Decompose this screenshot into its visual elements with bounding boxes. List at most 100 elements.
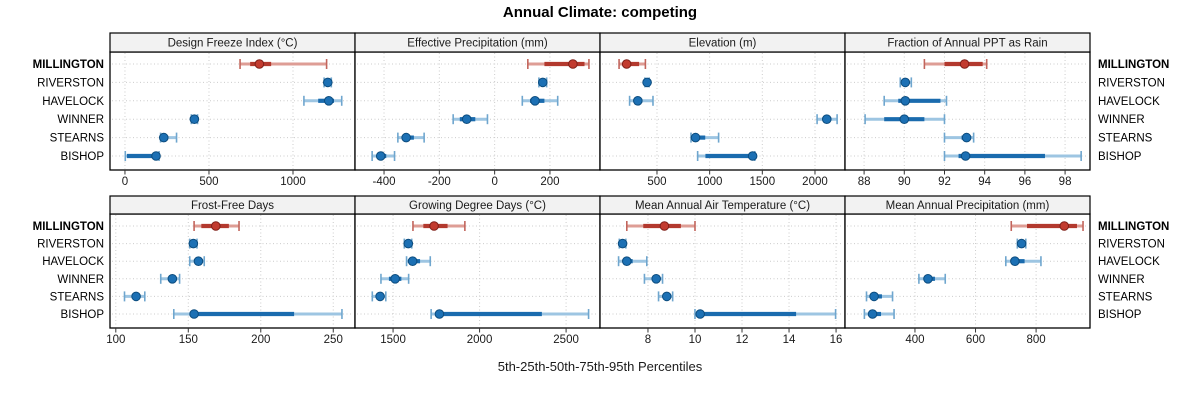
series-millington	[193, 221, 240, 231]
panel-elevation-m: Elevation (m) 500 1000 1500 2000	[599, 32, 846, 188]
axis-tick-label: 2500	[553, 334, 579, 346]
axis-tick-label: 500	[647, 176, 666, 188]
median-dot	[867, 309, 878, 319]
station-label-left-winner: WINNER	[57, 114, 104, 126]
axis-tick-label: 800	[1027, 334, 1046, 346]
panel-title: Frost-Free Days	[191, 200, 274, 212]
series-bishop	[172, 309, 343, 319]
median-dot	[633, 96, 643, 106]
panel-title: Design Freeze Index (°C)	[168, 38, 298, 50]
median-dot	[923, 274, 933, 284]
station-label-left-bishop: BISHOP	[61, 309, 105, 321]
series-havelock	[1005, 256, 1042, 267]
median-dot	[568, 59, 578, 69]
station-label-right-millington: MILLINGTON	[1098, 221, 1169, 233]
axis-tick-label: 200	[540, 176, 559, 188]
station-label-left-winner: WINNER	[57, 274, 104, 286]
station-label-left-stearns: STEARNS	[50, 133, 105, 145]
median-dot	[642, 77, 652, 88]
median-dot	[959, 59, 970, 69]
series-stearns	[657, 291, 674, 302]
station-label-left-millington: MILLINGTON	[33, 221, 104, 233]
series-riverston	[617, 238, 628, 249]
median-dot	[167, 274, 178, 284]
panel-title: Mean Annual Precipitation (mm)	[886, 200, 1050, 212]
series-millington	[527, 59, 590, 69]
panel-effective-precipitation-mm: Effective Precipitation (mm) -400 -200 0 200	[354, 32, 601, 188]
axis-tick-label: 200	[251, 334, 270, 346]
series-winner	[189, 114, 200, 125]
station-label-right-stearns: STEARNS	[1098, 291, 1153, 303]
panel-title: Mean Annual Air Temperature (°C)	[635, 200, 810, 212]
median-dot	[617, 238, 628, 249]
series-havelock	[188, 256, 206, 267]
panel-title: Effective Precipitation (mm)	[407, 38, 548, 50]
station-label-right-millington: MILLINGTON	[1098, 59, 1169, 71]
series-winner	[643, 273, 664, 284]
axis-tick-label: 150	[179, 334, 198, 346]
panel-bg	[110, 52, 355, 170]
station-label-right-stearns: STEARNS	[1098, 133, 1153, 145]
panel-bg	[845, 52, 1090, 170]
series-riverston	[1016, 238, 1027, 249]
panel-mean-annual-precipitation-mm: Mean Annual Precipitation (mm) 400 600 800	[844, 195, 1091, 346]
median-dot	[322, 77, 333, 88]
panel-title: Growing Degree Days (°C)	[409, 200, 546, 212]
series-stearns	[123, 291, 146, 302]
station-label-right-havelock: HAVELOCK	[1098, 96, 1160, 108]
series-millington	[1010, 221, 1084, 231]
axis-tick-label: 92	[938, 176, 951, 188]
axis-tick-label: 8	[645, 334, 651, 346]
series-havelock	[617, 256, 648, 267]
axis-tick-label: 98	[1059, 176, 1072, 188]
median-dot	[530, 96, 540, 106]
median-dot	[621, 59, 632, 69]
axis-tick-label: 1500	[750, 176, 776, 188]
panel-bg	[355, 52, 600, 170]
station-label-right-riverston: RIVERSTON	[1098, 239, 1165, 251]
median-dot	[690, 132, 701, 143]
station-label-right-winner: WINNER	[1098, 274, 1145, 286]
axis-caption: 5th-25th-50th-75th-95th Percentiles	[497, 359, 703, 374]
median-dot	[1016, 238, 1027, 249]
axis-tick-label: 90	[898, 176, 911, 188]
median-dot	[434, 309, 445, 319]
station-label-right-bishop: BISHOP	[1098, 151, 1142, 163]
series-millington	[239, 59, 328, 69]
median-dot	[537, 77, 548, 88]
series-riverston	[188, 238, 199, 249]
series-stearns	[158, 132, 178, 143]
median-dot	[131, 291, 141, 302]
series-bishop	[371, 151, 396, 161]
median-dot	[695, 309, 705, 319]
series-stearns	[397, 132, 425, 143]
series-winner	[864, 114, 946, 125]
series-winner	[159, 273, 181, 284]
series-winner	[380, 273, 410, 284]
station-label-right-havelock: HAVELOCK	[1098, 256, 1160, 268]
series-stearns	[865, 291, 894, 302]
station-label-left-havelock: HAVELOCK	[42, 256, 104, 268]
median-dot	[254, 59, 265, 69]
median-dot	[622, 256, 632, 267]
median-dot	[407, 256, 418, 267]
station-label-left-millington: MILLINGTON	[33, 59, 104, 71]
axis-tick-label: 14	[783, 334, 796, 346]
series-bishop	[430, 309, 590, 319]
panel-strip	[844, 195, 1091, 215]
station-label-left-riverston: RIVERSTON	[37, 77, 104, 89]
series-bishop	[943, 151, 1082, 161]
series-riverston	[322, 77, 333, 88]
series-stearns	[690, 132, 720, 143]
median-dot	[960, 151, 971, 161]
median-dot	[390, 274, 400, 284]
panel-bg	[355, 214, 600, 328]
median-dot	[151, 151, 161, 161]
median-dot	[899, 114, 910, 124]
axis-tick-label: 1000	[280, 176, 306, 188]
axis-tick-label: 100	[106, 334, 125, 346]
station-label-left-stearns: STEARNS	[50, 291, 105, 303]
series-bishop	[863, 309, 895, 319]
series-havelock	[405, 256, 432, 267]
series-bishop	[124, 151, 161, 161]
